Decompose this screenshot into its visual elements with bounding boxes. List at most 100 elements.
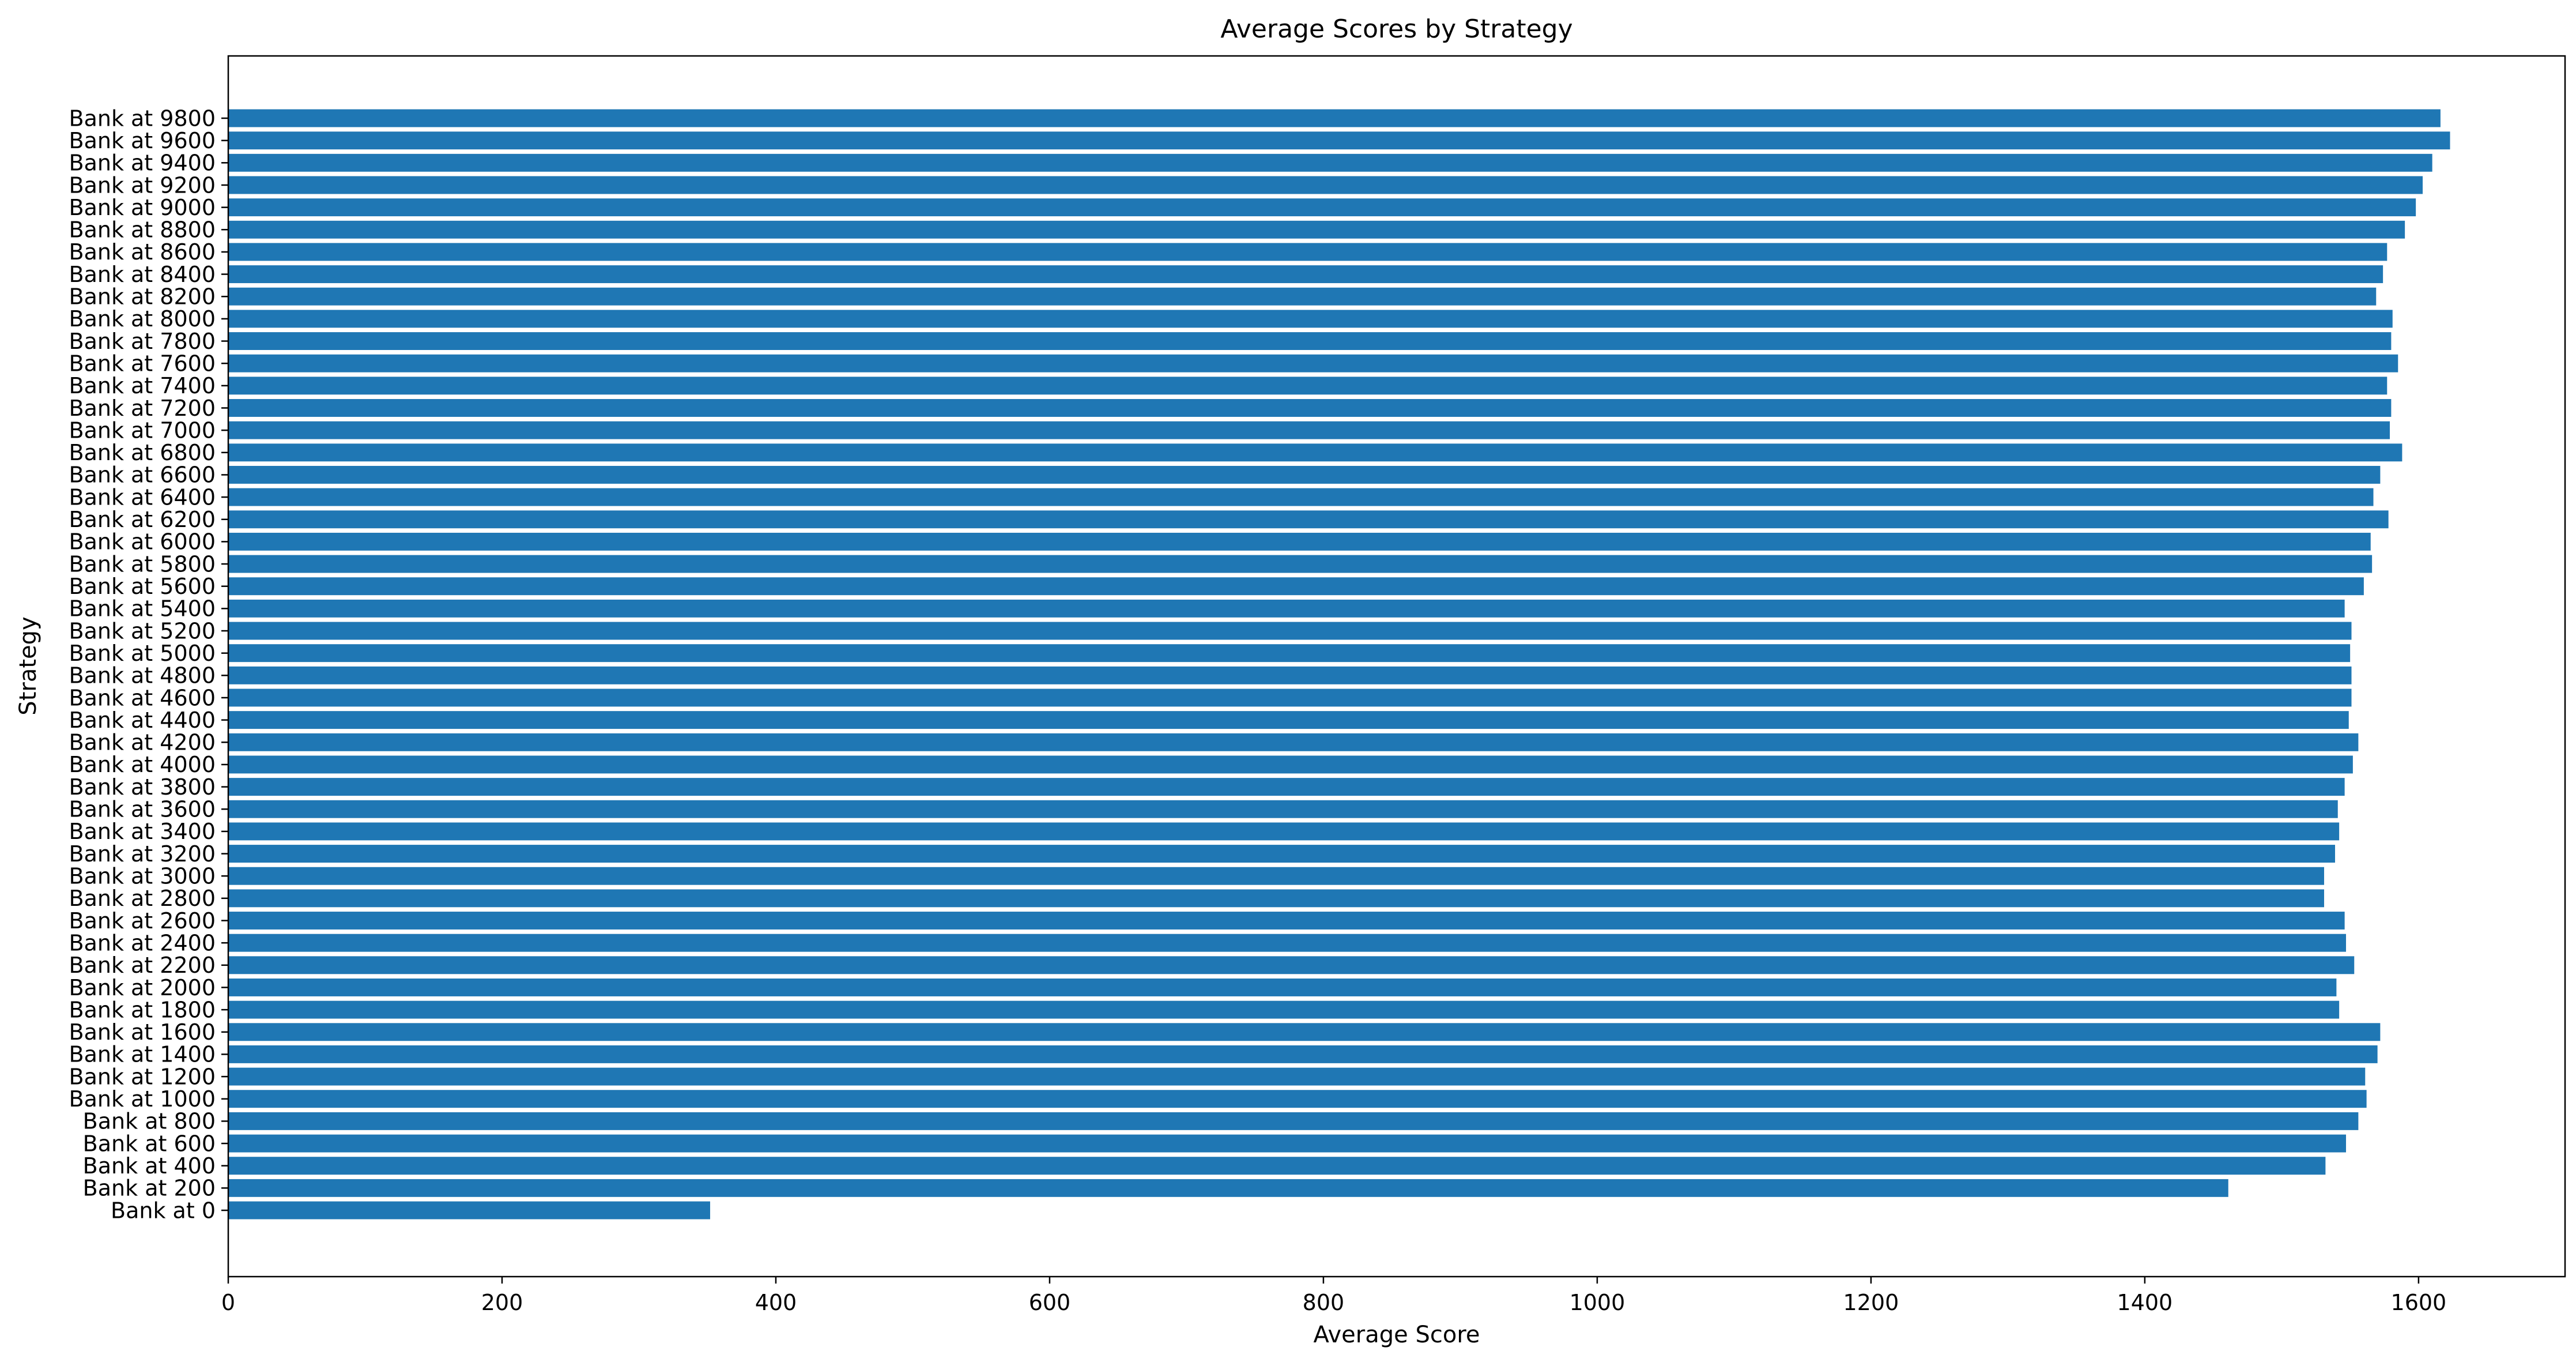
- y-tick-label: Bank at 7600: [69, 351, 216, 376]
- bar-bank-at-4600: [228, 688, 2352, 707]
- y-tick-label: Bank at 6000: [69, 529, 216, 555]
- y-tick-label: Bank at 5800: [69, 551, 216, 577]
- y-tick-label: Bank at 2200: [69, 953, 216, 978]
- y-tick-label: Bank at 8200: [69, 284, 216, 310]
- bar-bank-at-9200: [228, 176, 2423, 194]
- x-tick-label: 0: [221, 1290, 235, 1315]
- bar-bank-at-3400: [228, 822, 2340, 841]
- bar-bank-at-9400: [228, 153, 2432, 172]
- x-tick-label: 800: [1303, 1290, 1345, 1315]
- bar-bank-at-5800: [228, 555, 2373, 573]
- y-tick-label: Bank at 8800: [69, 217, 216, 243]
- bar-bank-at-6600: [228, 465, 2381, 484]
- x-axis-ticks: 0 200 400 600 800 1000 1200 1400 1600: [221, 1277, 2446, 1315]
- y-tick-label: Bank at 1400: [69, 1042, 216, 1067]
- bar-bank-at-400: [228, 1157, 2326, 1175]
- bar-bank-at-3800: [228, 778, 2345, 796]
- y-tick-label: Bank at 3600: [69, 797, 216, 822]
- bar-bank-at-200: [228, 1179, 2228, 1197]
- y-tick-label: Bank at 1200: [69, 1064, 216, 1089]
- y-tick-label: Bank at 2600: [69, 908, 216, 934]
- x-tick-label: 1600: [2391, 1290, 2447, 1315]
- bar-bank-at-4200: [228, 733, 2359, 751]
- y-tick-label: Bank at 5400: [69, 596, 216, 622]
- bar-bank-at-2200: [228, 956, 2355, 974]
- plot-frame: [227, 55, 2566, 1278]
- bar-bank-at-1400: [228, 1045, 2378, 1063]
- bar-bank-at-6200: [228, 510, 2389, 529]
- y-tick-label: Bank at 3400: [69, 819, 216, 844]
- bar-bank-at-7400: [228, 377, 2388, 395]
- y-tick-label: Bank at 2400: [69, 930, 216, 955]
- y-tick-label: Bank at 1600: [69, 1019, 216, 1045]
- y-tick-label: Bank at 3200: [69, 841, 216, 867]
- y-tick-label: Bank at 7000: [69, 417, 216, 443]
- bar-bank-at-2400: [228, 934, 2347, 952]
- bar-bank-at-7600: [228, 354, 2398, 372]
- bar-bank-at-800: [228, 1112, 2359, 1130]
- y-tick-label: Bank at 2000: [69, 975, 216, 1000]
- bar-bank-at-2600: [228, 912, 2345, 930]
- bar-bank-at-2800: [228, 889, 2325, 908]
- bar-bank-at-8600: [228, 243, 2388, 261]
- bar-bank-at-4400: [228, 711, 2349, 729]
- y-tick-label: Bank at 4800: [69, 663, 216, 688]
- y-tick-label: Bank at 9800: [69, 106, 216, 131]
- y-tick-label: Bank at 5000: [69, 641, 216, 666]
- bar-bank-at-7800: [228, 332, 2392, 350]
- bar-bank-at-3000: [228, 867, 2325, 885]
- y-tick-label: Bank at 200: [83, 1176, 216, 1201]
- x-tick-label: 200: [481, 1290, 523, 1315]
- bar-bank-at-9600: [228, 131, 2450, 150]
- bar-bank-at-4800: [228, 666, 2352, 684]
- bar-bank-at-1800: [228, 1000, 2340, 1019]
- bar-bank-at-6400: [228, 488, 2374, 506]
- y-tick-label: Bank at 5600: [69, 574, 216, 599]
- bar-bank-at-9000: [228, 198, 2416, 217]
- bar-bank-at-7000: [228, 421, 2390, 439]
- bar-bank-at-8000: [228, 310, 2393, 328]
- chart-title: Average Scores by Strategy: [1220, 14, 1572, 44]
- bar-bank-at-1600: [228, 1023, 2381, 1041]
- bar-bank-at-1000: [228, 1090, 2367, 1108]
- bar-bank-at-5000: [228, 644, 2351, 663]
- x-tick-label: 1200: [1843, 1290, 1899, 1315]
- y-tick-label: Bank at 4600: [69, 685, 216, 710]
- y-tick-label: Bank at 800: [83, 1109, 216, 1134]
- y-tick-label: Bank at 1800: [69, 997, 216, 1022]
- y-tick-label: Bank at 6800: [69, 440, 216, 465]
- x-tick-label: 1400: [2117, 1290, 2173, 1315]
- bar-bank-at-8800: [228, 220, 2405, 239]
- bar-bank-at-3600: [228, 800, 2338, 818]
- y-tick-label: Bank at 7200: [69, 396, 216, 421]
- y-tick-label: Bank at 7800: [69, 329, 216, 354]
- y-tick-label: Bank at 400: [83, 1153, 216, 1179]
- y-tick-label: Bank at 8000: [69, 306, 216, 332]
- bar-bank-at-5200: [228, 622, 2352, 640]
- bars-group: [228, 109, 2450, 1220]
- x-tick-label: 400: [755, 1290, 797, 1315]
- y-tick-label: Bank at 4400: [69, 708, 216, 733]
- y-tick-label: Bank at 0: [111, 1198, 216, 1223]
- y-tick-label: Bank at 8400: [69, 262, 216, 287]
- bar-bank-at-7200: [228, 399, 2392, 417]
- y-tick-label: Bank at 9000: [69, 195, 216, 220]
- bar-bank-at-9800: [228, 109, 2441, 127]
- x-tick-label: 1000: [1570, 1290, 1625, 1315]
- bar-bank-at-6000: [228, 532, 2371, 551]
- y-tick-label: Bank at 2800: [69, 886, 216, 911]
- bar-bank-at-5400: [228, 599, 2345, 618]
- y-tick-label: Bank at 9200: [69, 172, 216, 198]
- bar-bank-at-4000: [228, 755, 2353, 774]
- bar-bank-at-6800: [228, 443, 2402, 462]
- x-tick-label: 600: [1029, 1290, 1071, 1315]
- y-tick-label: Bank at 5200: [69, 618, 216, 644]
- y-tick-label: Bank at 6400: [69, 484, 216, 510]
- bar-bank-at-8200: [228, 287, 2377, 306]
- y-axis-label: Strategy: [15, 616, 42, 715]
- y-tick-label: Bank at 600: [83, 1131, 216, 1156]
- y-tick-label: Bank at 3800: [69, 774, 216, 800]
